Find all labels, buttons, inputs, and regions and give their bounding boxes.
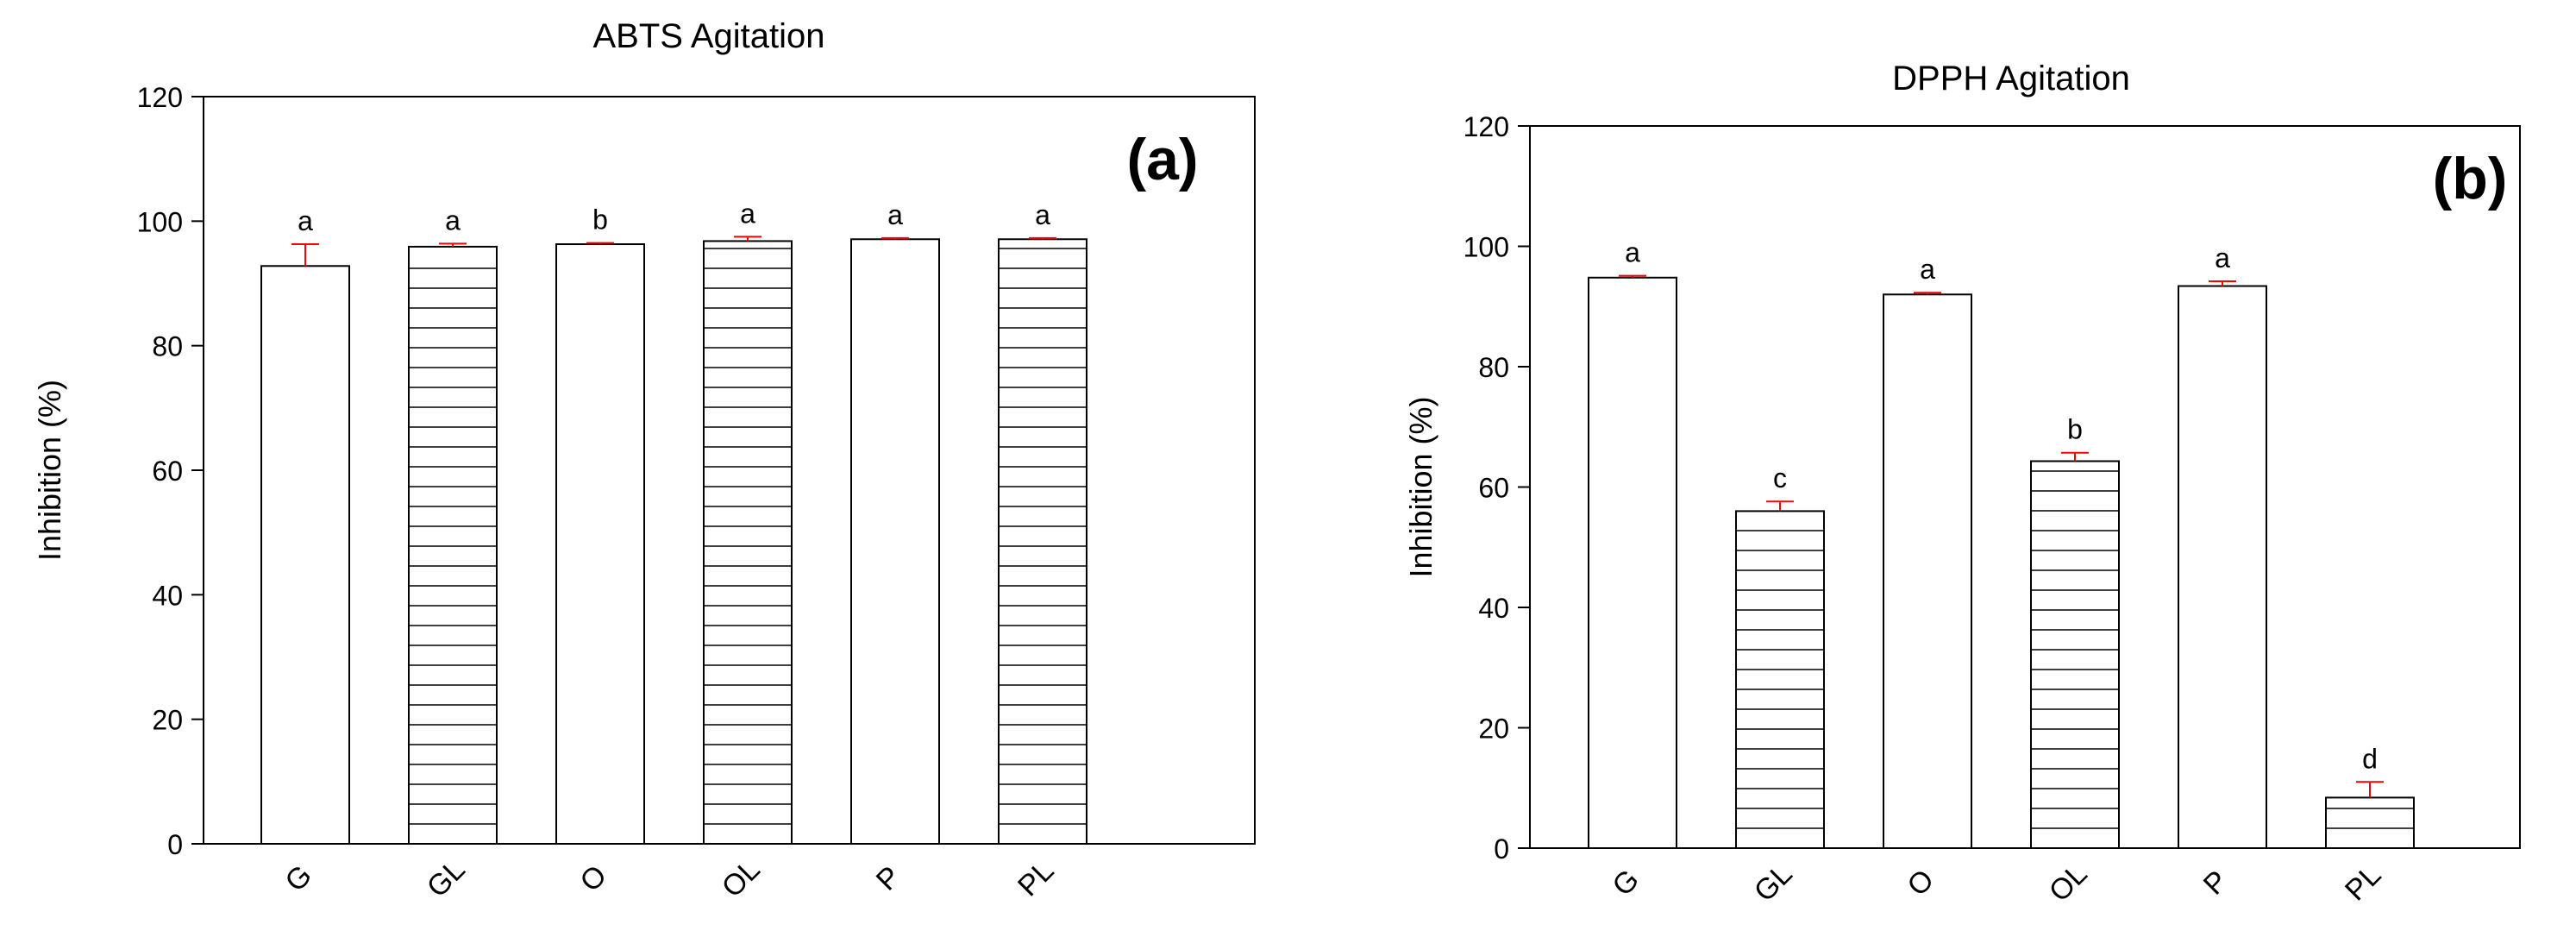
chart-title: DPPH Agitation (1892, 60, 2130, 97)
significance-letter: a (887, 199, 903, 230)
x-tick-label: G (279, 858, 318, 898)
y-tick-label: 40 (1478, 593, 1509, 624)
y-tick-label: 20 (1478, 714, 1509, 745)
x-tick-label: O (1901, 863, 1940, 902)
x-tick-label: PL (2339, 858, 2387, 907)
y-tick-label: 0 (167, 829, 183, 860)
bar-o (555, 243, 645, 846)
x-tick-label: P (2197, 865, 2234, 902)
x-tick-label: OL (716, 853, 767, 904)
chart-panel-b: DPPH Agitation (b) Inhibition (%) 0 20 40 60 80… (1403, 60, 2521, 909)
bar-p (2178, 285, 2267, 850)
x-tick-label: PL (1012, 854, 1060, 902)
significance-letter: a (1625, 237, 1640, 268)
bar-g (1588, 276, 1677, 849)
x-tick-label: P (870, 860, 907, 897)
y-tick-label: 20 (152, 705, 183, 736)
significance-letter: a (1920, 254, 1935, 285)
bar-gl (408, 245, 498, 845)
y-axis-label: Inhibition (%) (32, 380, 67, 561)
x-tick-label: G (1606, 863, 1645, 902)
y-tick-label: 100 (1463, 232, 1509, 263)
x-tick-label: OL (2043, 858, 2094, 909)
y-tick-label: 100 (137, 206, 183, 237)
panel-label: (b) (2433, 146, 2508, 211)
y-tick-label: 0 (1494, 833, 1509, 865)
significance-letter: a (445, 204, 461, 236)
chart-panel-a: ABTS Agitation (a) Inhibition (%) 0 20 40 60 80… (32, 17, 1256, 904)
y-tick-label: 80 (1478, 352, 1509, 383)
x-tick-label: O (573, 858, 613, 898)
significance-letter: a (298, 205, 313, 236)
significance-letter: d (2362, 743, 2378, 774)
bar-ol (703, 240, 793, 845)
x-tick-label: GL (421, 853, 472, 904)
plot-frame (1529, 125, 2521, 849)
significance-letter: c (1773, 462, 1787, 494)
bar-pl (2325, 796, 2415, 849)
significance-letter: b (2067, 414, 2083, 445)
bar-o (1883, 293, 1972, 849)
significance-letter: a (2215, 242, 2230, 274)
y-tick-label: 60 (1478, 473, 1509, 504)
y-axis-label: Inhibition (%) (1403, 396, 1438, 577)
bar-gl (1735, 510, 1825, 850)
y-tick-label: 60 (152, 456, 183, 487)
bar-pl (998, 238, 1087, 845)
y-tick-label: 120 (137, 82, 183, 113)
bar-p (850, 238, 940, 845)
bar-ol (2030, 460, 2120, 849)
significance-letter: a (1035, 199, 1050, 230)
significance-letter: b (592, 204, 608, 236)
y-tick-label: 80 (152, 331, 183, 362)
y-tick-label: 120 (1463, 111, 1509, 142)
bar-g (260, 265, 350, 845)
y-tick-label: 40 (152, 580, 183, 611)
x-tick-label: GL (1748, 858, 1799, 909)
panel-label: (a) (1126, 127, 1198, 192)
chart-title: ABTS Agitation (592, 17, 824, 55)
significance-letter: a (740, 198, 755, 229)
